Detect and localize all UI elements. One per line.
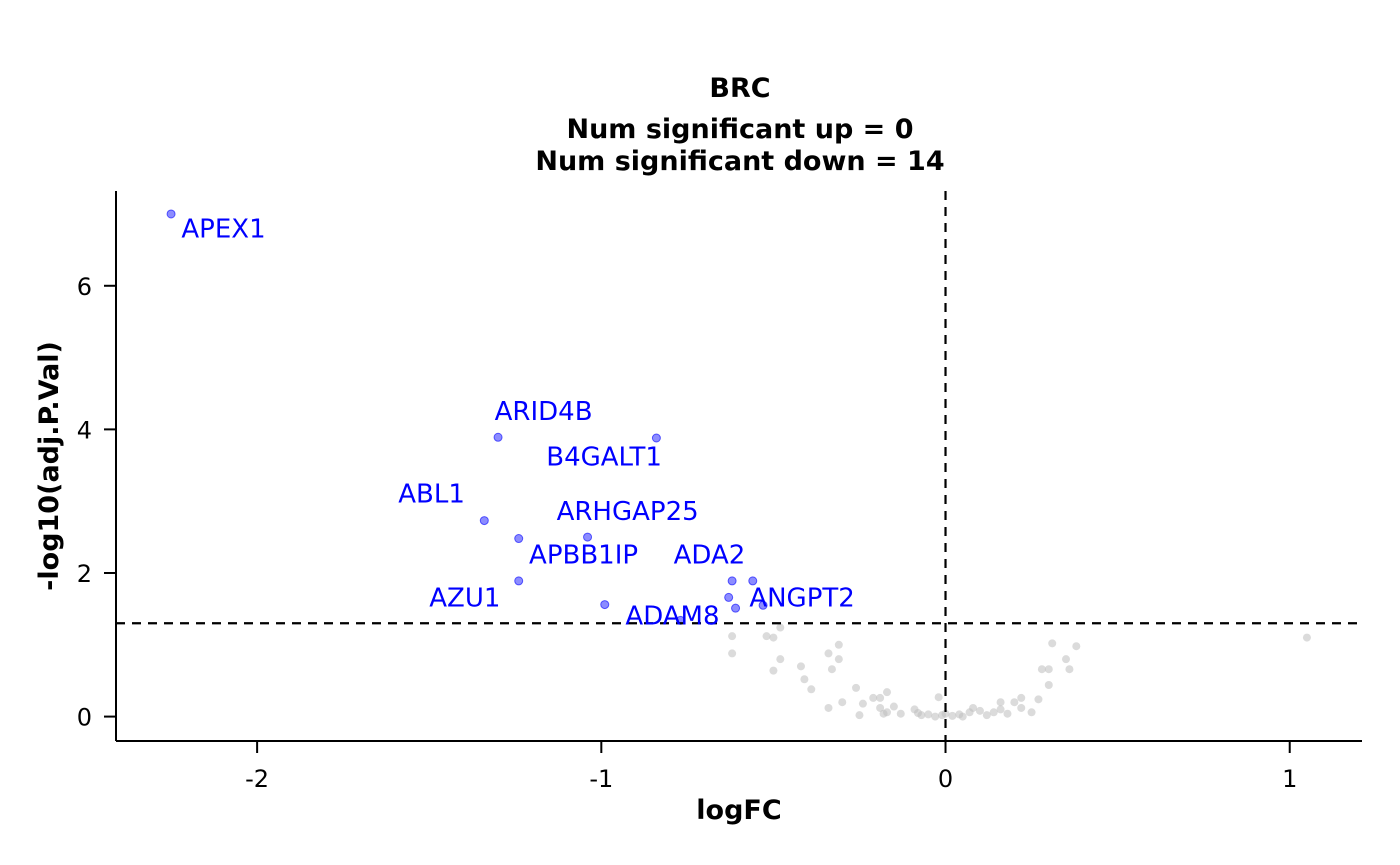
gene-label: B4GALT1 — [546, 442, 662, 472]
y-tick-label: 6 — [77, 273, 92, 301]
chart-title: BRC — [709, 73, 770, 104]
nonsignificant-point — [1065, 665, 1074, 674]
nonsignificant-point — [879, 709, 888, 718]
nonsignificant-point — [1072, 642, 1081, 651]
nonsignificant-point — [989, 708, 998, 717]
nonsignificant-point — [1061, 655, 1070, 664]
x-tick-label: 0 — [938, 765, 953, 793]
gene-label: ARHGAP25 — [557, 497, 699, 527]
x-tick-label: 1 — [1282, 765, 1297, 793]
significant-point — [479, 516, 489, 526]
nonsignificant-point — [996, 698, 1005, 707]
nonsignificant-point — [931, 712, 940, 721]
nonsignificant-point — [858, 699, 867, 708]
gene-labels: APEX1 ARID4B B4GALT1 ABL1 ARHGAP25 APBB1IP ADA… — [181, 215, 854, 632]
gene-label: ANGPT2 — [749, 584, 855, 614]
significant-point — [731, 603, 741, 613]
significant-point — [600, 600, 610, 610]
nonsignificant-point — [852, 683, 861, 692]
chart-subtitle-up: Num significant up = 0 — [566, 114, 913, 145]
chart-subtitle-down: Num significant down = 14 — [535, 146, 944, 177]
y-tick-label: 2 — [77, 560, 92, 588]
nonsignificant-point — [1027, 708, 1036, 717]
nonsignificant-point — [769, 666, 778, 675]
nonsignificant-point — [1048, 639, 1057, 648]
nonsignificant-point — [827, 665, 836, 674]
points-layer — [166, 209, 1311, 721]
nonsignificant-point — [834, 640, 843, 649]
nonsignificant-point — [876, 693, 885, 702]
nonsignificant-point — [728, 632, 737, 641]
nonsignificant-point — [1010, 698, 1019, 707]
significant-point — [583, 532, 593, 542]
nonsignificant-point — [1017, 703, 1026, 712]
nonsignificant-point — [838, 698, 847, 707]
threshold-lines — [116, 191, 1362, 741]
nonsignificant-point — [876, 703, 885, 712]
gene-label: AZU1 — [429, 584, 500, 614]
nonsignificant-point — [1302, 633, 1311, 642]
significant-point — [651, 433, 661, 443]
significant-point — [724, 592, 734, 602]
nonsignificant-point — [1003, 709, 1012, 718]
x-axis-ticks: -2 -1 0 1 — [245, 741, 1297, 793]
nonsignificant-point — [958, 712, 967, 721]
nonsignificant-point — [917, 711, 926, 720]
nonsignificant-point — [969, 703, 978, 712]
nonsignificant-point — [934, 693, 943, 702]
y-axis-ticks: 0 2 4 6 — [77, 273, 116, 732]
nonsignificant-point — [1044, 665, 1053, 674]
x-tick-label: -2 — [245, 765, 269, 793]
nonsignificant-point — [975, 706, 984, 715]
nonsignificant-point — [1037, 665, 1046, 674]
nonsignificant-point — [796, 662, 805, 671]
gene-label: APBB1IP — [529, 541, 638, 571]
nonsignificant-point — [776, 623, 785, 632]
nonsignificant-point — [769, 633, 778, 642]
nonsignificant-point — [1017, 693, 1026, 702]
y-tick-label: 4 — [77, 416, 92, 444]
nonsignificant-point — [855, 711, 864, 720]
nonsignificant-point — [834, 655, 843, 664]
gene-label: APEX1 — [181, 215, 265, 245]
nonsignificant-point — [800, 675, 809, 684]
nonsignificant-point — [807, 685, 816, 694]
nonsignificant-point — [1044, 680, 1053, 689]
nonsignificant-point — [982, 711, 991, 720]
nonsignificant-point — [824, 649, 833, 658]
nonsignificant-point — [762, 632, 771, 641]
significant-point — [166, 209, 176, 219]
y-tick-label: 0 — [77, 704, 92, 732]
x-tick-label: -1 — [589, 765, 613, 793]
nonsignificant-point — [1034, 695, 1043, 704]
nonsignificant-point — [896, 709, 905, 718]
significant-point — [758, 600, 768, 610]
nonsignificant-point — [941, 709, 950, 718]
nonsignificant-point — [728, 649, 737, 658]
nonsignificant-point — [824, 703, 833, 712]
significant-point — [748, 576, 758, 586]
nonsignificant-point — [889, 702, 898, 711]
nonsignificant-point — [924, 710, 933, 719]
y-axis-title: -log10(adj.P.Val) — [34, 341, 65, 591]
nonsignificant-point — [948, 711, 957, 720]
gene-label: ADAM8 — [625, 602, 719, 632]
x-axis-title: logFC — [696, 795, 781, 826]
gene-label: ABL1 — [398, 480, 465, 510]
gene-label: ADA2 — [674, 541, 746, 571]
significant-point — [727, 576, 737, 586]
nonsignificant-point — [869, 693, 878, 702]
significant-point — [514, 534, 524, 544]
gene-label: ARID4B — [495, 397, 593, 427]
significant-point — [514, 576, 524, 586]
nonsignificant-point — [776, 655, 785, 664]
nonsignificant-point — [996, 705, 1005, 714]
nonsignificant-point — [883, 688, 892, 697]
significant-point — [493, 432, 503, 442]
